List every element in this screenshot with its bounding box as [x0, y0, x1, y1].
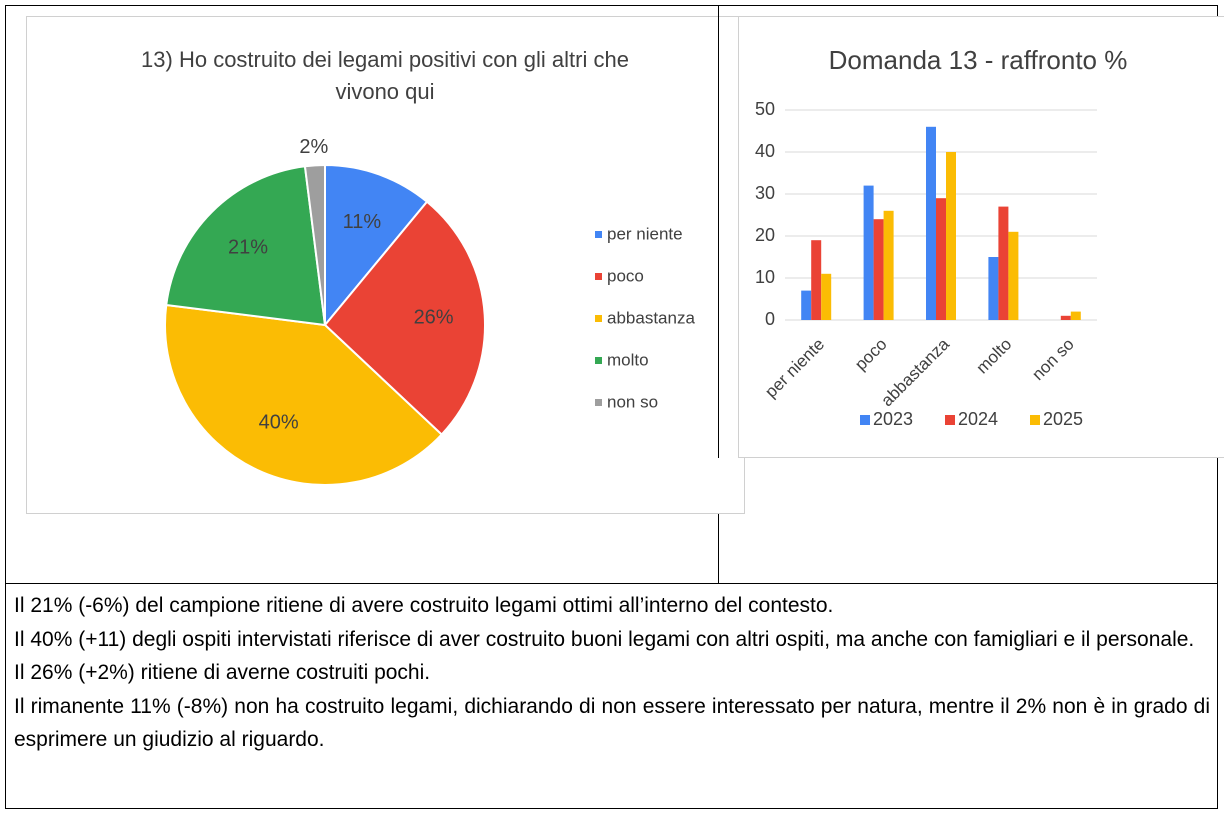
legend-label: abbastanza [607, 308, 695, 327]
legend-swatch [1030, 415, 1040, 425]
pie-slice [323, 200, 486, 436]
slice-label: 21% [228, 236, 268, 258]
bar [926, 126, 936, 320]
slice-label: 40% [259, 412, 299, 434]
legend-label: per niente [607, 224, 683, 243]
y-tick-label: 40 [755, 141, 775, 161]
legend-label: 2023 [873, 409, 913, 429]
paragraph: Il 21% (-6%) del campione ritiene di ave… [14, 594, 834, 617]
bar [1060, 315, 1071, 320]
y-tick-label: 10 [755, 267, 775, 287]
y-tick-label: 50 [755, 99, 775, 119]
paragraph: Il 26% (+2%) ritiene di averne costruiti… [14, 661, 431, 684]
bar [946, 152, 956, 320]
bar [863, 185, 874, 320]
pie-slice [324, 163, 429, 328]
legend-label: 2024 [958, 409, 998, 429]
legend-swatch [595, 399, 602, 406]
bar [811, 240, 822, 320]
paragraph: Il rimanente 11% (-8%) non ha costruito … [14, 694, 1210, 752]
slice-label: 11% [343, 211, 382, 233]
legend-swatch [595, 357, 602, 364]
legend-label: 2025 [1043, 409, 1083, 429]
slice-label: 26% [414, 306, 454, 328]
pie-slice [164, 303, 444, 486]
legend-label: molto [607, 350, 649, 369]
bar [801, 290, 812, 320]
document-text: Il 21% (-6%) del campione ritiene di ave… [14, 589, 1210, 757]
legend-swatch [595, 273, 602, 280]
legend-label: poco [607, 266, 644, 285]
y-tick-label: 30 [755, 183, 775, 203]
paragraph: Il 40% (+11) degli ospiti intervistati r… [14, 627, 1195, 651]
bar [1008, 231, 1019, 320]
bar-title: Domanda 13 - raffronto % [829, 45, 1128, 75]
legend-swatch [860, 415, 870, 425]
legend-swatch [595, 231, 602, 238]
y-tick-label: 0 [765, 309, 775, 329]
bar-frame [738, 16, 1224, 458]
legend-label: non so [607, 392, 658, 411]
bar [998, 206, 1009, 320]
bar [1070, 311, 1081, 320]
bar [883, 210, 894, 320]
pie-title: 13) Ho costruito dei legami positivi con… [141, 47, 629, 104]
bar [873, 219, 884, 320]
y-tick-label: 20 [755, 225, 775, 245]
legend-swatch [945, 415, 955, 425]
bar [988, 257, 999, 320]
bar [821, 273, 832, 320]
pie-slice [165, 165, 327, 327]
bar [936, 198, 946, 320]
legend-swatch [595, 315, 602, 322]
pie-slice [303, 163, 326, 326]
slice-label: 2% [299, 136, 328, 158]
